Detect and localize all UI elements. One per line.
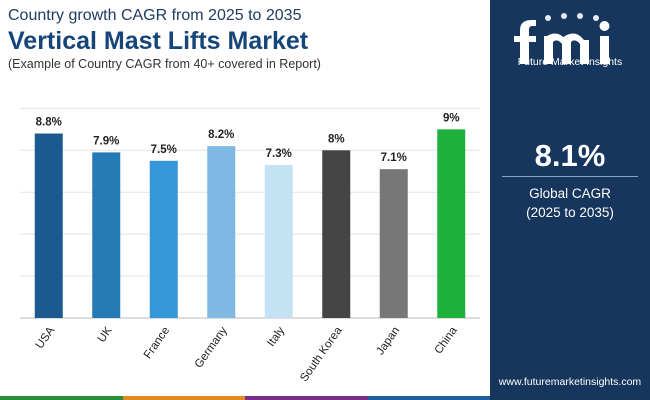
bar-italy [264, 164, 293, 318]
data-label: 7.1% [381, 152, 407, 164]
data-label: 7.3% [266, 148, 292, 160]
global-cagr-label: Global CAGR [529, 186, 611, 201]
chart-header: Country growth CAGR from 2025 to 2035 Ve… [8, 6, 478, 72]
data-label: 9% [443, 112, 460, 124]
x-tick-label: Germany [193, 325, 230, 371]
global-cagr-period: (2025 to 2035) [526, 205, 614, 220]
sidebar-divider [502, 176, 638, 177]
data-label: 7.5% [151, 144, 177, 156]
bar-south-korea [322, 150, 351, 318]
website-url: www.futuremarketinsights.com [498, 376, 642, 388]
bottom-bar-segment-green [0, 396, 123, 400]
x-tick-label: UK [96, 325, 115, 345]
bar-uk [92, 152, 121, 318]
bottom-bar-segment-blue [367, 396, 490, 400]
bar-germany [207, 146, 236, 318]
x-tick-label: USA [34, 325, 58, 352]
x-tick-label: Italy [265, 325, 287, 349]
bar-usa [34, 133, 63, 318]
bottom-bar-segment-orange [122, 396, 245, 400]
x-tick-label: France [142, 325, 172, 361]
data-label: 8.8% [36, 117, 62, 129]
x-tick-label: China [433, 324, 460, 356]
data-label: 7.9% [93, 135, 119, 147]
bar-chart: 8.8% USA 7.9% UK 7.5% France 8.2% Germany 7.3% It… [20, 107, 480, 384]
bar-france [149, 160, 178, 318]
logo-text: Future Market Insights [517, 56, 623, 68]
bottom-color-bar [0, 396, 490, 400]
bar-china [437, 129, 466, 318]
data-label: 8.2% [208, 129, 234, 141]
bottom-bar-segment-purple [245, 396, 368, 400]
chart-subtitle: Country growth CAGR from 2025 to 2035 [8, 7, 302, 24]
bar-japan [379, 169, 408, 318]
chart-note: (Example of Country CAGR from 40+ covere… [8, 57, 321, 71]
global-cagr-value: 8.1% [534, 138, 606, 173]
x-tick-label: Japan [374, 325, 402, 358]
data-label: 8% [328, 133, 345, 145]
x-tick-label: South Korea [298, 324, 345, 384]
sidebar-panel: Future Market Insights 8.1% Global CAGR … [490, 0, 650, 400]
chart-title: Vertical Mast Lifts Market [8, 27, 309, 55]
fmi-logo-icon [514, 13, 610, 64]
